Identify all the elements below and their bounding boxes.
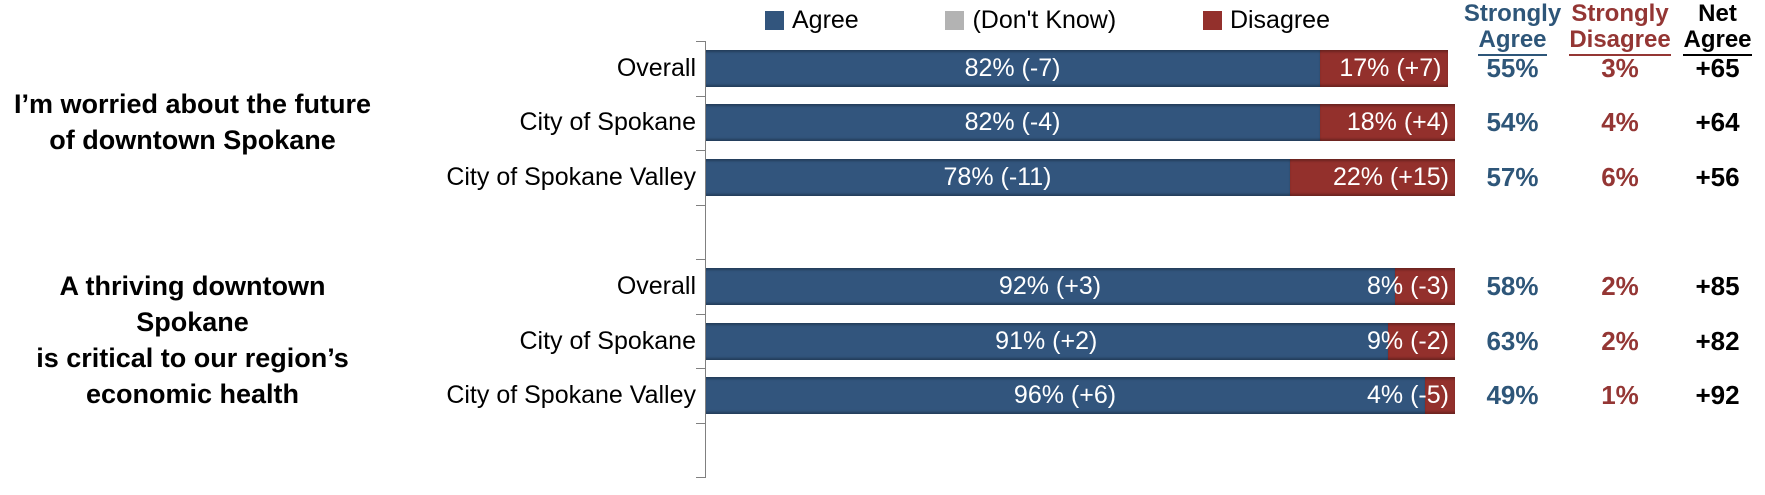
legend: Agree (Don't Know) Disagree	[705, 0, 1455, 41]
strongly-disagree-value: 3%	[1601, 52, 1639, 83]
strongly-disagree-value: 1%	[1601, 380, 1639, 411]
agree-bar-segment: 91% (+2)	[705, 322, 1388, 360]
y-axis-tick	[696, 368, 705, 369]
agree-swatch-icon	[765, 11, 784, 30]
category-label: Overall	[616, 272, 696, 301]
legend-label-dont-know: (Don't Know)	[972, 6, 1117, 34]
bar-row: 78% (-11) 22% (+15)	[705, 150, 1455, 205]
column-header-line: Net	[1698, 0, 1737, 27]
category-label: City of Spokane Valley	[446, 381, 696, 410]
stacked-bar: 92% (+3) 8% (-3)	[705, 268, 1455, 306]
stacked-bar: 82% (-4) 18% (+4)	[705, 104, 1455, 142]
agree-bar-label: 96% (+6)	[1013, 381, 1117, 410]
y-axis-tick	[696, 41, 705, 42]
column-header-line: Agree	[1478, 27, 1547, 56]
disagree-bar-label: 17% (+7)	[1339, 53, 1442, 82]
agree-bar-segment: 82% (-4)	[705, 104, 1320, 142]
agree-bar-label: 92% (+3)	[998, 272, 1102, 301]
net-agree-value: +82	[1695, 325, 1740, 356]
disagree-bar-label: 22% (+15)	[1332, 162, 1449, 191]
bar-row: 96% (+6) 4% (-5)	[705, 369, 1455, 424]
y-axis-tick	[696, 259, 705, 260]
y-axis-tick	[696, 150, 705, 151]
disagree-bar-segment: 17% (+7)	[1320, 49, 1448, 87]
y-axis-tick	[696, 205, 705, 206]
disagree-bar-segment: 9% (-2)	[1367, 322, 1455, 360]
strongly-agree-value: 55%	[1486, 52, 1539, 83]
strongly-disagree-value: 4%	[1601, 107, 1639, 138]
column-header-strongly-disagree: Strongly Disagree	[1569, 0, 1671, 56]
disagree-bar-label: 18% (+4)	[1346, 108, 1449, 137]
column-header-line: Agree	[1683, 27, 1752, 56]
net-agree-value: +85	[1695, 271, 1740, 302]
agree-bar-label: 91% (+2)	[995, 326, 1098, 355]
strongly-agree-value: 58%	[1486, 271, 1539, 302]
agree-bar-label: 82% (-7)	[964, 53, 1061, 82]
question-title-thriving-downtown: A thriving downtown Spokane is critical …	[36, 271, 349, 410]
bar-row: 82% (-7) 17% (+7)	[705, 41, 1455, 96]
y-axis-tick	[696, 423, 705, 424]
stacked-bar: 78% (-11) 22% (+15)	[705, 158, 1455, 196]
column-header-line: Strongly	[1463, 0, 1562, 27]
legend-label-disagree: Disagree	[1229, 6, 1330, 34]
disagree-bar-segment: 18% (+4)	[1320, 104, 1455, 142]
strongly-agree-value: 54%	[1486, 107, 1539, 138]
y-axis-tick	[696, 96, 705, 97]
agree-bar-label: 78% (-11)	[943, 162, 1052, 191]
disagree-bar-label: 9% (-2)	[1367, 326, 1449, 355]
net-agree-value: +65	[1695, 52, 1740, 83]
column-header-net-agree: Net Agree	[1670, 0, 1765, 56]
legend-item-dont-know: (Don't Know)	[945, 6, 1116, 35]
y-axis-tick	[696, 477, 705, 478]
legend-item-agree: Agree	[765, 6, 859, 35]
stacked-bar: 82% (-7) 17% (+7)	[705, 49, 1455, 87]
question-title-worried-future: I’m worried about the future of downtown…	[13, 88, 371, 155]
legend-label-agree: Agree	[792, 6, 859, 34]
strongly-disagree-value: 2%	[1601, 325, 1639, 356]
bar-row: 92% (+3) 8% (-3)	[705, 259, 1455, 314]
net-agree-value: +64	[1695, 107, 1740, 138]
agree-bar-segment: 92% (+3)	[705, 268, 1395, 306]
bar-row: 82% (-4) 18% (+4)	[705, 96, 1455, 151]
category-label: City of Spokane	[519, 326, 697, 355]
disagree-bar-segment: 8% (-3)	[1367, 268, 1455, 306]
stacked-bar: 96% (+6) 4% (-5)	[705, 377, 1455, 415]
strongly-agree-value: 63%	[1486, 325, 1539, 356]
dont-know-swatch-icon	[945, 11, 965, 30]
strongly-disagree-value: 6%	[1601, 161, 1639, 192]
agree-bar-label: 82% (-4)	[964, 108, 1061, 137]
y-axis	[0, 0, 706, 478]
disagree-bar-label: 8% (-3)	[1367, 272, 1449, 301]
strongly-agree-value: 57%	[1486, 161, 1539, 192]
net-agree-value: +56	[1695, 161, 1740, 192]
category-label: Overall	[616, 53, 696, 82]
stacked-bar: 91% (+2) 9% (-2)	[705, 322, 1455, 360]
column-header-line: Disagree	[1569, 27, 1671, 56]
agree-bar-segment: 96% (+6)	[705, 377, 1425, 415]
net-agree-value: +92	[1695, 380, 1740, 411]
strongly-agree-value: 49%	[1486, 380, 1539, 411]
column-header-strongly-agree: Strongly Agree	[1455, 0, 1570, 56]
y-axis-line	[705, 41, 706, 478]
agree-bar-segment: 78% (-11)	[705, 158, 1290, 196]
column-header-line: Strongly	[1571, 0, 1669, 27]
y-axis-tick	[696, 314, 705, 315]
disagree-bar-segment: 4% (-5)	[1367, 377, 1455, 415]
category-label: City of Spokane	[519, 108, 697, 137]
category-label: City of Spokane Valley	[446, 162, 696, 191]
disagree-bar-label: 4% (-5)	[1367, 381, 1449, 410]
strongly-disagree-value: 2%	[1601, 271, 1639, 302]
agree-bar-segment: 82% (-7)	[705, 49, 1320, 87]
disagree-swatch-icon	[1202, 11, 1222, 30]
bar-row: 91% (+2) 9% (-2)	[705, 314, 1455, 369]
disagree-bar-segment: 22% (+15)	[1290, 158, 1455, 196]
legend-item-disagree: Disagree	[1202, 6, 1330, 35]
